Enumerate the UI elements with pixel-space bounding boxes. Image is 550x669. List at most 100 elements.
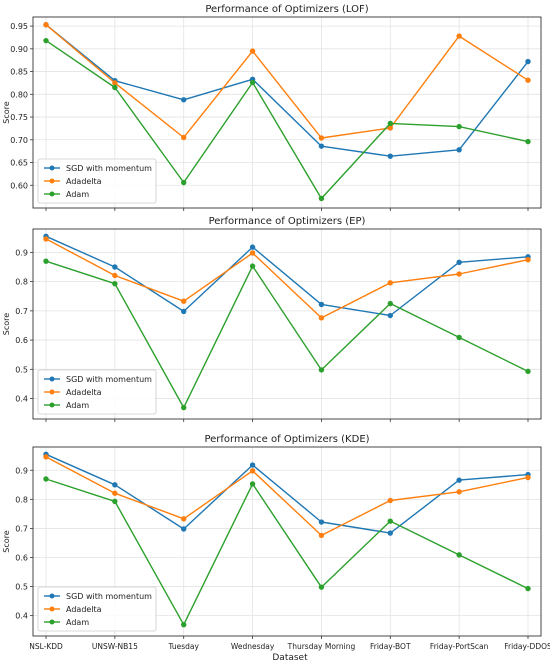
legend-label: Adam: [66, 190, 89, 199]
legend: SGD with momentum Adadelta Adam: [37, 586, 157, 632]
legend-box: [37, 158, 157, 204]
data-point: [249, 263, 256, 269]
data-point: [112, 84, 118, 91]
data-point: [43, 236, 49, 242]
data-point: [456, 552, 462, 558]
data-point: [525, 77, 531, 83]
legend-label: Adam: [66, 618, 89, 627]
data-point: [525, 58, 531, 65]
data-point: [525, 474, 531, 481]
data-point: [112, 280, 118, 287]
data-point: [387, 312, 393, 319]
data-point: [318, 367, 325, 373]
data-point: [181, 308, 187, 315]
y-tick-label: 0.80: [10, 90, 28, 99]
data-point: [181, 526, 187, 532]
data-point: [43, 37, 49, 44]
x-tick-label: Thursday Morning: [287, 642, 356, 651]
plot-frame: [32, 16, 542, 209]
y-tick-label: 0.70: [10, 136, 28, 145]
data-point: [318, 315, 325, 321]
data-point: [456, 123, 462, 130]
chart-title: Performance of Optimizers (LOF): [205, 4, 368, 15]
legend-label: Adam: [66, 401, 89, 410]
plot-frame: [32, 446, 542, 637]
data-point: [387, 300, 393, 307]
legend-label: SGD with momentum: [66, 164, 152, 173]
data-point: [525, 368, 531, 375]
data-point: [181, 179, 187, 186]
data-point: [456, 334, 462, 341]
data-point: [387, 497, 393, 504]
x-axis-label: Dataset: [272, 653, 308, 663]
data-point: [387, 153, 393, 159]
series-line: [45, 456, 529, 537]
data-point: [112, 272, 118, 279]
y-tick-label: 0.5: [15, 365, 28, 374]
legend-swatch-marker: [49, 402, 55, 408]
data-point: [181, 621, 187, 628]
data-point: [318, 301, 325, 308]
series-line: [45, 24, 529, 139]
legend-swatch-marker: [49, 165, 55, 171]
y-tick-label: 0.8: [15, 495, 28, 504]
series-line: [45, 238, 529, 319]
data-point: [456, 271, 462, 277]
legend-label: SGD with momentum: [66, 592, 152, 601]
x-tick-label: Friday-BOT: [370, 642, 411, 651]
data-point: [249, 48, 256, 54]
y-tick-label: 0.75: [10, 113, 28, 122]
data-point: [249, 250, 256, 256]
y-tick-label: 0.4: [15, 395, 28, 404]
data-point: [249, 481, 256, 487]
chart-panel-3: 0.4 0.5 0.6 0.7 0.8 0.9 NSL-KDD UNSW-NB15 Tuesda…: [2, 434, 550, 651]
legend-swatch-marker: [49, 606, 55, 612]
legend-box: [37, 369, 157, 415]
y-tick-label: 0.90: [10, 45, 28, 54]
x-tick-label: UNSW-NB15: [92, 642, 138, 651]
y-tick-label: 0.65: [10, 159, 28, 168]
data-point: [387, 125, 393, 131]
legend-label: Adadelta: [66, 177, 102, 186]
series-line: [45, 235, 529, 317]
series-line: [45, 453, 529, 534]
data-point: [43, 258, 49, 264]
data-point: [181, 404, 187, 411]
y-tick-label: 0.8: [15, 278, 28, 287]
y-tick-label: 0.60: [10, 181, 28, 190]
data-point: [456, 477, 462, 483]
legend-label: Adadelta: [66, 388, 102, 397]
data-point: [112, 80, 118, 86]
x-tick-label: NSL-KDD: [29, 642, 63, 651]
data-point: [43, 22, 49, 28]
plot-frame: [32, 228, 542, 420]
data-point: [456, 33, 462, 39]
y-tick-label: 0.95: [10, 22, 28, 31]
y-tick-label: 0.85: [10, 68, 28, 77]
data-point: [525, 585, 531, 592]
data-point: [387, 518, 393, 524]
data-point: [43, 476, 49, 482]
legend: SGD with momentum Adadelta Adam: [37, 158, 157, 204]
legend-swatch-marker: [49, 178, 55, 184]
data-point: [318, 519, 325, 525]
data-point: [112, 264, 118, 270]
data-point: [387, 120, 393, 127]
data-point: [249, 468, 256, 474]
y-axis-label: Score: [2, 530, 11, 552]
legend-label: Adadelta: [66, 605, 102, 614]
chart-panel-2: 0.4 0.5 0.6 0.7 0.8 0.9 Performance of Optimiz…: [2, 216, 542, 422]
y-axis-label: Score: [2, 101, 11, 123]
x-tick-label: Friday-DDOS: [504, 642, 550, 651]
legend: SGD with momentum Adadelta Adam: [37, 369, 157, 415]
series-line: [45, 24, 529, 157]
legend-box: [37, 586, 157, 632]
y-tick-label: 0.6: [15, 336, 28, 345]
data-point: [525, 256, 531, 263]
legend-label: SGD with momentum: [66, 375, 152, 384]
data-point: [249, 462, 256, 468]
data-point: [387, 280, 393, 286]
data-point: [318, 532, 325, 539]
